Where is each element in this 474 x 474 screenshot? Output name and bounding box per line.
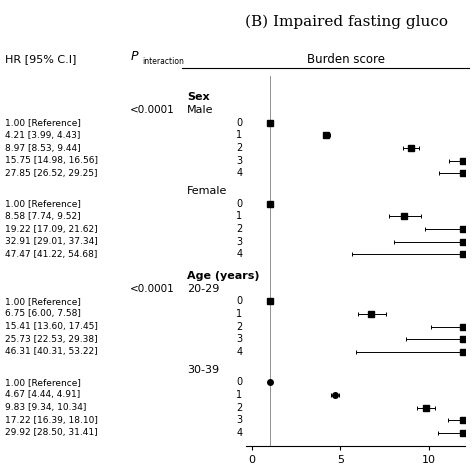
Text: <0.0001: <0.0001 (130, 105, 175, 115)
Text: Age (years): Age (years) (187, 271, 260, 281)
Text: 1.00 [Reference]: 1.00 [Reference] (5, 378, 81, 387)
Text: 27.85 [26.52, 29.25]: 27.85 [26.52, 29.25] (5, 169, 97, 178)
Text: 8.58 [7.74, 9.52]: 8.58 [7.74, 9.52] (5, 212, 81, 221)
Text: 29.92 [28.50, 31.41]: 29.92 [28.50, 31.41] (5, 428, 97, 438)
Text: 0: 0 (237, 296, 242, 306)
Text: 4: 4 (237, 168, 242, 178)
Text: 15.75 [14.98, 16.56]: 15.75 [14.98, 16.56] (5, 156, 98, 165)
Text: 9.83 [9.34, 10.34]: 9.83 [9.34, 10.34] (5, 403, 86, 412)
Text: (B) Impaired fasting gluco: (B) Impaired fasting gluco (245, 14, 447, 28)
Text: 2: 2 (236, 224, 243, 234)
Text: 19.22 [17.09, 21.62]: 19.22 [17.09, 21.62] (5, 225, 97, 234)
Text: 3: 3 (237, 334, 242, 344)
Text: 1: 1 (237, 309, 242, 319)
Text: 0: 0 (237, 377, 242, 387)
Text: 2: 2 (236, 402, 243, 412)
Text: 0: 0 (237, 118, 242, 128)
Text: 2: 2 (236, 321, 243, 331)
Text: 1.00 [Reference]: 1.00 [Reference] (5, 118, 81, 127)
Text: <0.0001: <0.0001 (130, 283, 175, 293)
Text: 3: 3 (237, 415, 242, 425)
Text: interaction: interaction (142, 57, 184, 66)
Text: 1.00 [Reference]: 1.00 [Reference] (5, 297, 81, 306)
Text: Male: Male (187, 105, 214, 115)
Text: 32.91 [29.01, 37.34]: 32.91 [29.01, 37.34] (5, 237, 98, 246)
Text: 4: 4 (237, 347, 242, 357)
Text: 17.22 [16.39, 18.10]: 17.22 [16.39, 18.10] (5, 416, 98, 425)
Text: 0: 0 (237, 199, 242, 209)
Text: 8.97 [8.53, 9.44]: 8.97 [8.53, 9.44] (5, 144, 81, 153)
Text: 25.73 [22.53, 29.38]: 25.73 [22.53, 29.38] (5, 335, 97, 344)
Text: 6.75 [6.00, 7.58]: 6.75 [6.00, 7.58] (5, 310, 81, 319)
Text: 4: 4 (237, 428, 242, 438)
Text: P: P (130, 50, 138, 64)
Text: 3: 3 (237, 155, 242, 166)
Text: 4.21 [3.99, 4.43]: 4.21 [3.99, 4.43] (5, 131, 80, 140)
Text: 30-39: 30-39 (187, 365, 219, 374)
Text: 4.67 [4.44, 4.91]: 4.67 [4.44, 4.91] (5, 391, 80, 400)
Text: Female: Female (187, 186, 228, 196)
Text: 46.31 [40.31, 53.22]: 46.31 [40.31, 53.22] (5, 347, 97, 356)
Text: 47.47 [41.22, 54.68]: 47.47 [41.22, 54.68] (5, 250, 97, 259)
Text: 2: 2 (236, 143, 243, 153)
Text: 1: 1 (237, 130, 242, 140)
Text: 3: 3 (237, 237, 242, 246)
Text: 1: 1 (237, 211, 242, 221)
Text: 1: 1 (237, 390, 242, 400)
Text: 15.41 [13.60, 17.45]: 15.41 [13.60, 17.45] (5, 322, 98, 331)
Text: 4: 4 (237, 249, 242, 259)
Text: HR [95% C.I]: HR [95% C.I] (5, 54, 76, 64)
Text: 1.00 [Reference]: 1.00 [Reference] (5, 199, 81, 208)
Text: Burden score: Burden score (307, 53, 385, 66)
Text: 20-29: 20-29 (187, 283, 219, 293)
Text: Sex: Sex (187, 92, 210, 102)
